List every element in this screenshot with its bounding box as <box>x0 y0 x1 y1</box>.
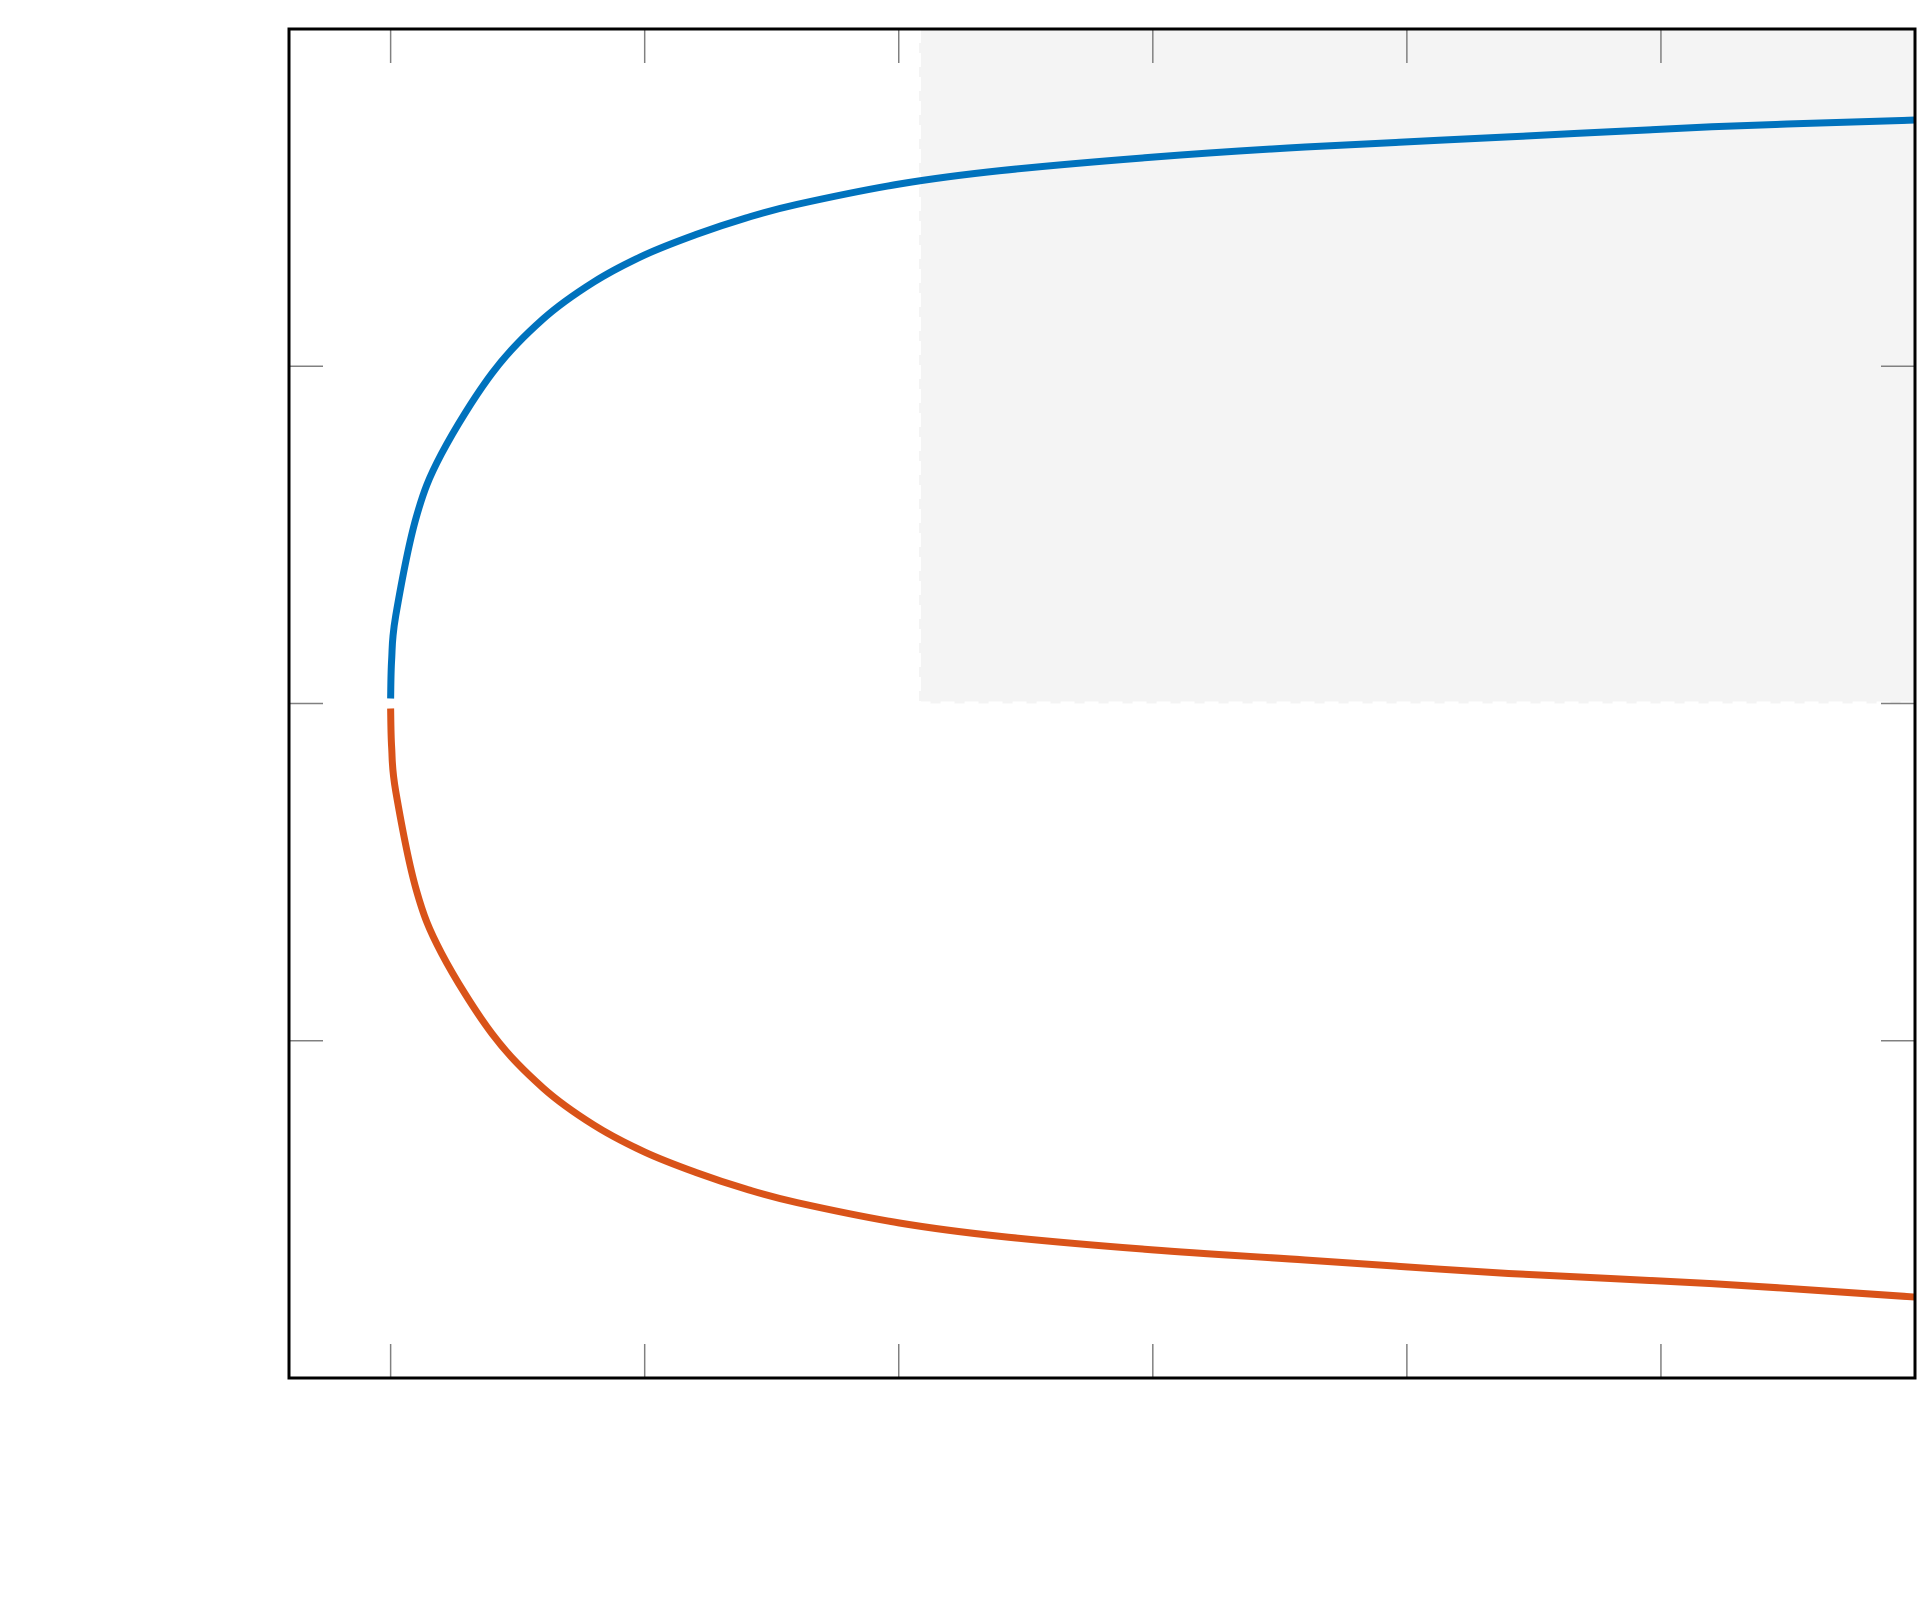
axes-frame <box>287 27 1917 1380</box>
series-line-upper <box>387 116 1916 699</box>
shaded-region <box>919 29 1915 704</box>
series-line-lower <box>387 708 1916 1301</box>
shaded-region-border <box>917 29 1915 706</box>
